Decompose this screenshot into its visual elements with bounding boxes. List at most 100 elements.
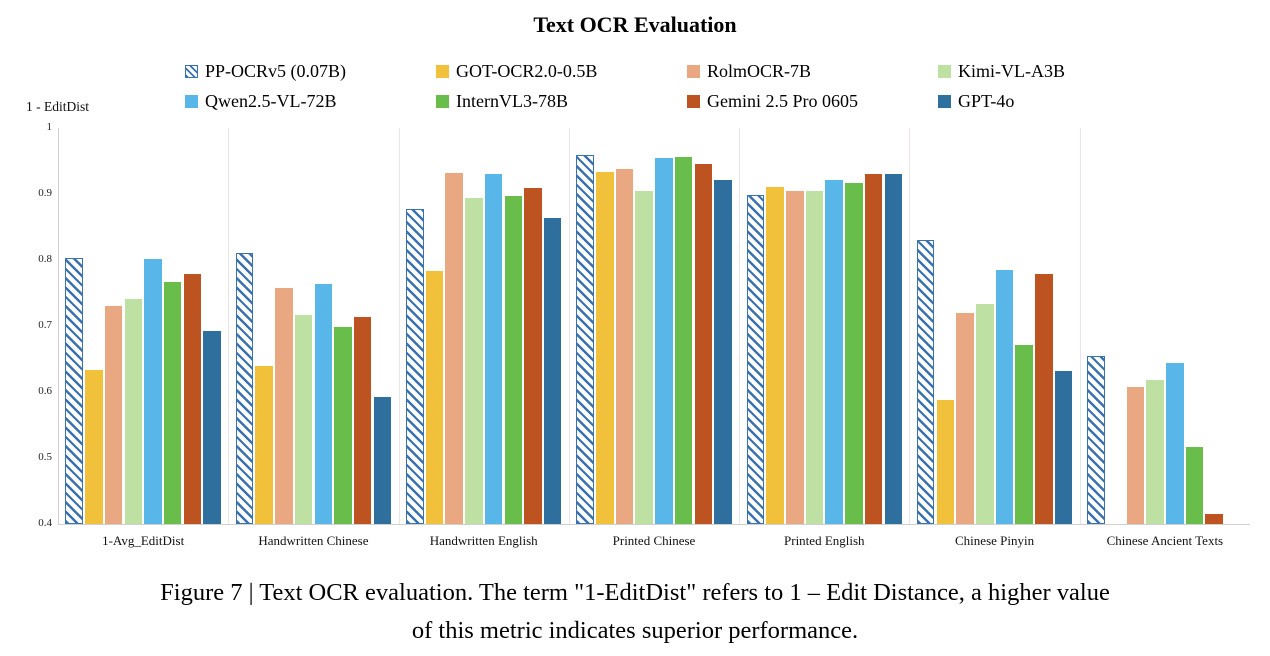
- legend-item: Kimi-VL-A3B: [938, 61, 1065, 82]
- group-separator: [228, 128, 230, 524]
- legend-item: GPT-4o: [938, 91, 1014, 112]
- figure-caption: Figure 7 | Text OCR evaluation. The term…: [0, 574, 1270, 650]
- bar: [1126, 387, 1145, 524]
- y-axis-title: 1 - EditDist: [26, 99, 89, 114]
- bar: [766, 187, 784, 524]
- bar: [714, 179, 732, 524]
- bar: [1166, 363, 1184, 524]
- bar: [746, 195, 765, 524]
- x-category-label: Handwritten English: [429, 533, 538, 548]
- bar: [445, 172, 463, 524]
- bar: [406, 208, 424, 524]
- bar: [334, 327, 352, 524]
- x-category-label: Chinese Pinyin: [955, 533, 1035, 548]
- group-separator: [568, 128, 570, 524]
- y-tick-label: 0.5: [38, 451, 52, 463]
- legend-item: GOT-OCR2.0-0.5B: [436, 61, 597, 82]
- bar: [916, 239, 935, 524]
- legend-swatch: [687, 95, 700, 108]
- bar: [995, 269, 1014, 524]
- legend-label: GOT-OCR2.0-0.5B: [456, 61, 598, 81]
- bar: [1146, 380, 1164, 524]
- bar: [884, 174, 902, 524]
- bar: [576, 155, 594, 524]
- bar: [504, 196, 522, 524]
- bar: [353, 316, 372, 524]
- legend-label: Qwen2.5-VL-72B: [205, 91, 337, 111]
- bar: [1035, 273, 1053, 524]
- x-category-label: Printed English: [784, 533, 865, 548]
- bar: [373, 396, 392, 524]
- bar: [635, 190, 653, 524]
- y-tick-label: 0.4: [38, 517, 52, 529]
- bar: [425, 271, 444, 524]
- bar: [183, 273, 202, 524]
- legend-label: PP-OCRv5 (0.07B): [205, 61, 347, 81]
- bar: [1015, 344, 1033, 524]
- bar: [203, 331, 221, 524]
- legend-swatch: [436, 95, 449, 108]
- legend-label: GPT-4o: [958, 91, 1015, 111]
- bar: [596, 171, 614, 524]
- figure-caption-line2: of this metric indicates superior perfor…: [411, 617, 859, 644]
- y-axis-line: [58, 128, 59, 524]
- bar: [976, 304, 994, 524]
- bar: [65, 258, 83, 524]
- legend-swatch: [938, 95, 951, 108]
- bar: [85, 369, 103, 524]
- x-category-label: 1-Avg_EditDist: [102, 533, 185, 548]
- bar: [124, 298, 142, 524]
- bar: [694, 163, 712, 524]
- bar: [825, 179, 843, 524]
- bar: [936, 399, 955, 524]
- y-tick-label: 1: [46, 121, 53, 133]
- bar: [864, 174, 883, 524]
- bar: [144, 258, 162, 524]
- legend-label: InternVL3-78B: [456, 91, 568, 111]
- figure-caption-line1: Figure 7 | Text OCR evaluation. The term…: [160, 579, 1110, 606]
- legend-swatch: [938, 65, 951, 78]
- bar: [1054, 370, 1073, 524]
- bar: [1087, 355, 1105, 524]
- legend-swatch: [185, 95, 198, 108]
- bar: [674, 157, 693, 524]
- bar: [235, 253, 254, 524]
- legend-label: RolmOCR-7B: [707, 61, 812, 81]
- x-category-label: Handwritten Chinese: [258, 533, 369, 548]
- group-separator: [398, 128, 400, 524]
- bar: [484, 174, 503, 524]
- group-separator: [739, 128, 741, 524]
- bar: [805, 190, 824, 524]
- legend-label: Kimi-VL-A3B: [958, 61, 1065, 81]
- legend-item: Qwen2.5-VL-72B: [185, 91, 336, 112]
- bar: [1185, 447, 1204, 524]
- bar: [543, 218, 562, 524]
- bar: [255, 365, 273, 524]
- legend-swatch: [185, 65, 198, 78]
- bar: [786, 190, 804, 524]
- bar: [524, 188, 542, 524]
- group-separator: [909, 128, 911, 524]
- bar: [163, 281, 182, 524]
- y-tick-label: 0.8: [38, 253, 52, 265]
- bar: [275, 288, 293, 524]
- x-category-label: Printed Chinese: [612, 533, 696, 548]
- legend-item: PP-OCRv5 (0.07B): [185, 61, 346, 82]
- legend-item: Gemini 2.5 Pro 0605: [687, 91, 858, 112]
- bar: [956, 312, 974, 524]
- chart-title: Text OCR Evaluation: [533, 12, 737, 37]
- legend-swatch: [687, 65, 700, 78]
- legend-item: InternVL3-78B: [436, 91, 568, 112]
- bar: [1205, 514, 1223, 524]
- x-axis-line: [58, 524, 1250, 525]
- bar: [615, 168, 634, 524]
- bar: [294, 314, 313, 524]
- bar: [104, 306, 123, 524]
- bar: [655, 157, 673, 524]
- legend-item: RolmOCR-7B: [687, 61, 811, 82]
- group-separator: [1079, 128, 1081, 524]
- y-tick-label: 0.9: [38, 187, 52, 199]
- y-tick-label: 0.6: [38, 385, 52, 397]
- legend-label: Gemini 2.5 Pro 0605: [707, 91, 858, 111]
